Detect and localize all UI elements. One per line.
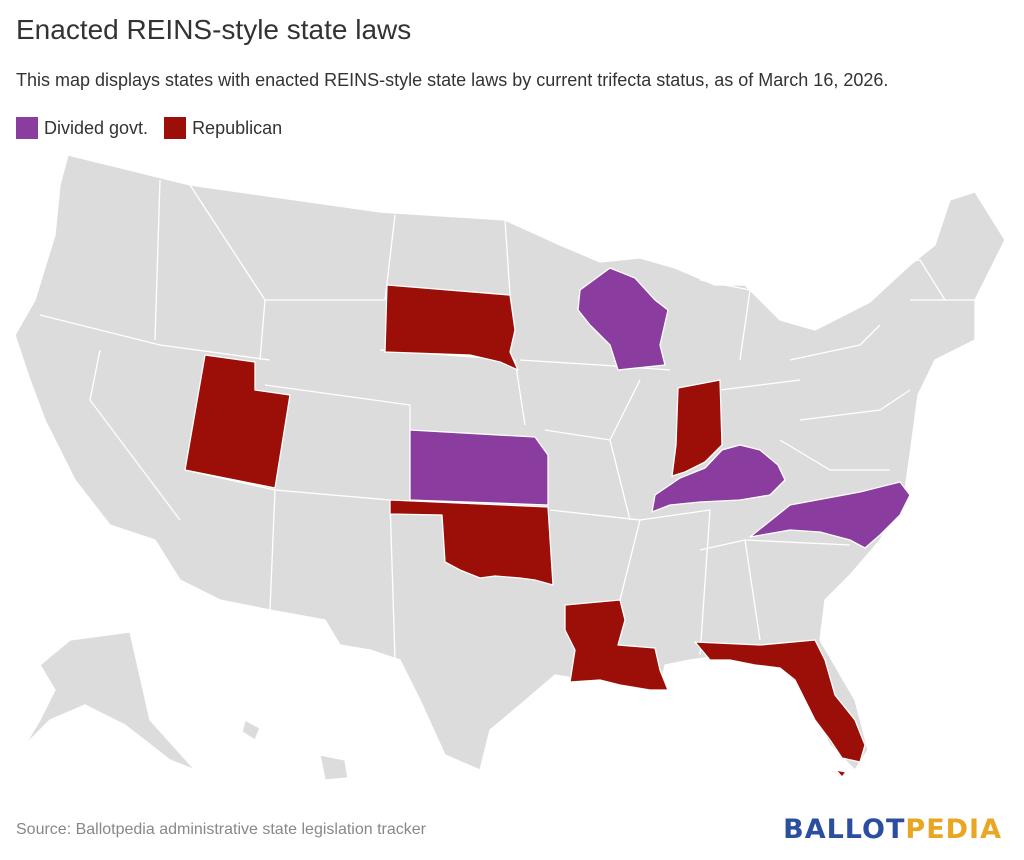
state-wisconsin bbox=[577, 267, 669, 371]
state-utah bbox=[184, 354, 291, 489]
legend-item-republican: Republican bbox=[164, 117, 282, 139]
state-florida bbox=[694, 639, 866, 763]
state-oklahoma bbox=[389, 499, 554, 586]
state-kentucky bbox=[651, 444, 786, 513]
state-north-carolina bbox=[749, 481, 911, 549]
logo-text-ballot: BALLOT bbox=[783, 814, 906, 845]
ballotpedia-logo[interactable]: BALLOTPEDIA bbox=[783, 814, 1002, 845]
state-hawaii bbox=[241, 719, 261, 741]
state-alaska bbox=[24, 631, 196, 771]
legend-label-divided: Divided govt. bbox=[44, 117, 149, 138]
state-indiana bbox=[671, 379, 723, 477]
logo-text-pedia: PEDIA bbox=[905, 814, 1002, 845]
source-note: Source: Ballotpedia administrative state… bbox=[16, 821, 426, 838]
state-kansas bbox=[409, 429, 549, 506]
legend-swatch-republican bbox=[164, 117, 187, 139]
state-hawaii-island bbox=[319, 754, 349, 781]
legend-label-republican: Republican bbox=[192, 117, 283, 138]
state-florida-keys bbox=[835, 769, 847, 778]
legend: Divided govt. Republican bbox=[16, 117, 282, 139]
chart-subtitle: This map displays states with enacted RE… bbox=[16, 70, 889, 90]
chart-title: Enacted REINS-style state laws bbox=[16, 14, 412, 45]
us-map bbox=[14, 154, 1006, 781]
state-south-dakota bbox=[384, 284, 519, 371]
legend-swatch-divided bbox=[16, 117, 38, 139]
state-louisiana bbox=[564, 599, 669, 691]
legend-item-divided: Divided govt. bbox=[16, 117, 148, 139]
